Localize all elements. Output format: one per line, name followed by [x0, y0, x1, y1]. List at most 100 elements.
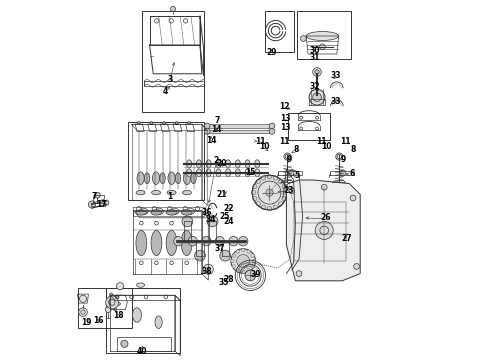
Circle shape: [261, 176, 266, 180]
Ellipse shape: [181, 210, 192, 215]
Text: 25: 25: [220, 212, 230, 220]
Circle shape: [289, 188, 294, 194]
Circle shape: [247, 250, 250, 253]
Ellipse shape: [167, 190, 176, 195]
Text: 14: 14: [206, 136, 217, 145]
Text: 10: 10: [321, 142, 331, 151]
Circle shape: [231, 249, 255, 273]
Circle shape: [237, 255, 250, 267]
Circle shape: [278, 202, 283, 206]
Circle shape: [79, 295, 87, 302]
Circle shape: [350, 195, 356, 201]
Circle shape: [282, 197, 286, 201]
Ellipse shape: [183, 190, 192, 195]
Text: 18: 18: [113, 310, 123, 320]
Circle shape: [278, 179, 283, 184]
Text: 11: 11: [340, 137, 350, 146]
Ellipse shape: [168, 172, 175, 185]
Circle shape: [256, 179, 261, 184]
Circle shape: [268, 206, 271, 211]
Circle shape: [188, 237, 197, 246]
Circle shape: [232, 265, 236, 268]
Ellipse shape: [155, 316, 162, 328]
Text: 36: 36: [201, 208, 212, 217]
Text: 9: 9: [340, 155, 345, 163]
Ellipse shape: [255, 169, 260, 177]
Circle shape: [236, 250, 240, 253]
Circle shape: [137, 122, 140, 125]
Ellipse shape: [151, 190, 161, 195]
Circle shape: [150, 122, 153, 125]
Text: 38: 38: [202, 267, 213, 276]
Text: 23: 23: [284, 186, 294, 195]
Circle shape: [321, 184, 327, 190]
Circle shape: [247, 269, 250, 272]
Text: 20: 20: [217, 159, 227, 168]
Ellipse shape: [136, 230, 147, 256]
Circle shape: [196, 207, 199, 211]
Circle shape: [273, 205, 278, 210]
Circle shape: [168, 207, 172, 211]
Text: 14: 14: [211, 125, 221, 134]
Ellipse shape: [235, 169, 240, 177]
Text: 12: 12: [279, 102, 290, 111]
Circle shape: [282, 184, 286, 189]
Circle shape: [251, 190, 256, 195]
Ellipse shape: [183, 208, 195, 215]
Text: 17: 17: [96, 200, 106, 209]
Text: 16: 16: [93, 316, 103, 325]
Text: 9: 9: [286, 155, 292, 163]
Circle shape: [242, 270, 245, 274]
Circle shape: [273, 176, 278, 180]
Text: 40: 40: [137, 346, 147, 356]
Bar: [288, 113, 330, 140]
Bar: [106, 288, 180, 353]
Text: 33: 33: [330, 71, 341, 80]
Ellipse shape: [196, 169, 201, 177]
Ellipse shape: [306, 32, 339, 41]
Ellipse shape: [151, 230, 162, 256]
Circle shape: [152, 207, 156, 211]
Text: 8: 8: [294, 145, 299, 154]
Circle shape: [266, 189, 273, 196]
Circle shape: [340, 170, 346, 176]
Circle shape: [232, 254, 236, 257]
Circle shape: [239, 237, 248, 246]
Ellipse shape: [187, 160, 192, 168]
Bar: [128, 122, 204, 200]
Text: 13: 13: [280, 114, 291, 122]
Circle shape: [182, 216, 193, 227]
Ellipse shape: [132, 308, 142, 322]
Text: 11: 11: [279, 137, 290, 146]
Text: 21: 21: [217, 190, 227, 199]
Text: 7: 7: [214, 116, 220, 125]
Circle shape: [269, 129, 275, 134]
Text: 1: 1: [168, 192, 173, 201]
Text: 27: 27: [342, 234, 352, 243]
Circle shape: [195, 250, 205, 261]
Text: 5: 5: [294, 171, 300, 180]
Circle shape: [183, 207, 187, 211]
Text: 2: 2: [214, 156, 219, 165]
Ellipse shape: [225, 160, 231, 168]
Text: 29: 29: [267, 48, 277, 57]
Ellipse shape: [137, 172, 144, 185]
Circle shape: [236, 269, 240, 272]
Ellipse shape: [175, 173, 181, 184]
Circle shape: [269, 123, 275, 129]
Ellipse shape: [166, 210, 177, 215]
Ellipse shape: [136, 210, 147, 215]
Polygon shape: [286, 180, 360, 281]
Bar: [297, 11, 351, 59]
Text: 30: 30: [310, 46, 320, 55]
Circle shape: [242, 248, 245, 252]
Circle shape: [121, 340, 128, 347]
Circle shape: [261, 205, 266, 210]
Bar: [265, 11, 294, 52]
Ellipse shape: [225, 169, 231, 177]
Text: 7: 7: [92, 192, 97, 201]
Circle shape: [337, 154, 342, 159]
Ellipse shape: [183, 172, 191, 185]
Text: 3: 3: [168, 75, 173, 84]
Circle shape: [105, 307, 111, 312]
